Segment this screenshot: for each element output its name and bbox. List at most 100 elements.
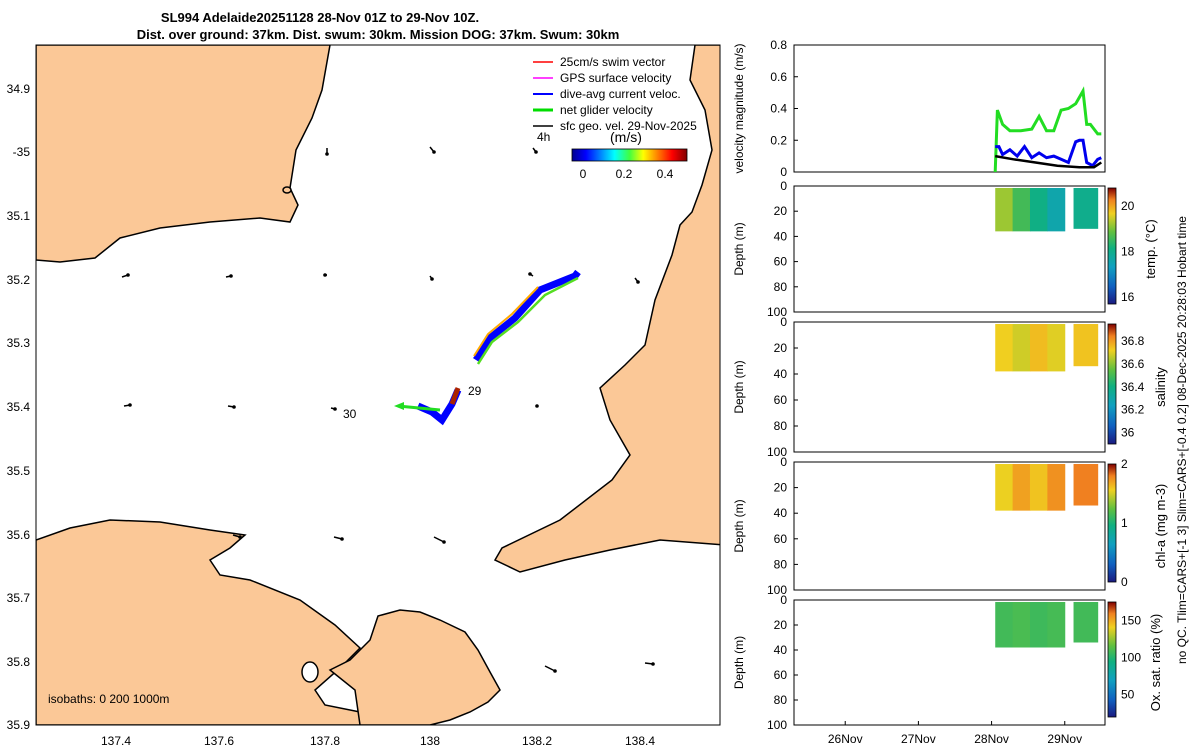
salinity-data-cell (1047, 324, 1066, 372)
salinity-y-tick: 40 (774, 367, 788, 381)
geo-velocity-arrowhead (325, 152, 329, 156)
figure-title-line1: SL994 Adelaide20251128 28-Nov 01Z to 29-… (161, 10, 479, 25)
map-y-tick: 35.5 (7, 464, 31, 478)
temperature-data-cell (1047, 188, 1066, 232)
geo-velocity-arrowhead (229, 274, 233, 278)
glider-track-day1-orange (473, 286, 539, 357)
chl-a-data-cell (995, 464, 1014, 511)
oxygen-y-tick: 100 (767, 718, 787, 732)
oxygen-y-tick: 0 (780, 593, 787, 607)
salinity-panel: 0 20 40 60 80 100 36 36.2 36.4 36.6 36.8 salinity De… (732, 315, 1168, 459)
salinity-cbar-tick: 36.6 (1121, 357, 1145, 371)
map-y-tick: 35.1 (7, 209, 31, 223)
speed-colorbar (571, 148, 688, 162)
side-note: no QC. Tlim=CARS+[-1 3] Slim=CARS+[-0.4 … (1175, 216, 1189, 664)
salinity-data-cell (995, 324, 1014, 372)
geostrophic-velocity-arrows (121, 146, 655, 673)
temperature-data-cell (1012, 188, 1031, 232)
salinity-y-tick: 60 (774, 393, 788, 407)
chl-a-data-cell (1012, 464, 1031, 511)
land-south (328, 609, 501, 725)
chl-a-colorbar (1107, 463, 1117, 583)
land-masses (36, 45, 720, 725)
chl-a-y-tick: 60 (774, 532, 788, 546)
geo-velocity-arrowhead (636, 280, 640, 284)
salinity-data-cell (1012, 324, 1031, 372)
map-x-tick: 138.4 (625, 734, 655, 748)
velocity-panel: 0 0.2 0.4 0.6 0.8 velocity magnitude (m/s) (732, 38, 1106, 179)
geo-velocity-arrowhead (340, 537, 344, 541)
island-south (301, 661, 319, 683)
oxygen-ylabel: Depth (m) (732, 636, 746, 689)
salinity-y-tick: 20 (774, 341, 788, 355)
map-y-tick: 35.9 (7, 718, 31, 732)
legend-swim-vector: 25cm/s swim vector (560, 55, 665, 69)
temperature-data-cell (995, 188, 1014, 232)
temperature-cbar-label: temp. (°C) (1143, 219, 1158, 278)
map-y-tick: 35.6 (7, 528, 31, 542)
geo-velocity-arrowhead (442, 540, 446, 544)
map-x-tick: 137.6 (204, 734, 234, 748)
temperature-y-tick: 0 (780, 179, 787, 193)
temperature-y-tick: 40 (774, 229, 788, 243)
velocity-ylabel: velocity magnitude (m/s) (732, 43, 746, 173)
land-north-west (36, 45, 331, 263)
chl-a-y-tick: 0 (780, 455, 787, 469)
map-x-tick: 138.2 (522, 734, 552, 748)
island-small (282, 186, 292, 194)
oxygen-cbar-tick: 50 (1121, 688, 1135, 702)
time-x-tick: 26Nov (828, 732, 863, 746)
oxygen-data-cell (995, 602, 1014, 648)
geo-velocity-arrow (433, 536, 445, 543)
salinity-y-tick: 0 (780, 315, 787, 329)
velocity-series-line-2 (994, 154, 1102, 169)
temperature-y-tick: 60 (774, 255, 788, 269)
temperature-data-cell (1029, 188, 1048, 232)
legend-gps-velocity: GPS surface velocity (560, 71, 671, 85)
chl-a-y-tick: 80 (774, 557, 788, 571)
glider-track (394, 269, 581, 426)
glider-track-day1 (473, 269, 581, 362)
legend-net-glider-velocity: net glider velocity (560, 103, 653, 117)
geo-velocity-arrowhead (333, 407, 337, 411)
velocity-y-tick: 0.6 (770, 70, 787, 84)
land-south-west (36, 519, 421, 725)
oxygen-colorbar (1107, 601, 1117, 718)
geo-velocity-arrowhead (528, 272, 532, 276)
temperature-colorbar (1107, 187, 1117, 305)
oxygen-y-tick: 60 (774, 668, 788, 682)
oxygen-y-tick: 40 (774, 643, 788, 657)
velocity-series-line-1 (995, 138, 1102, 168)
geo-velocity-arrowhead (651, 662, 655, 666)
salinity-y-tick: 100 (767, 445, 787, 459)
geo-velocity-arrow (544, 665, 556, 672)
temperature-panel: 0 20 40 60 80 100 16 18 20 temp. (°C) Depth (m) (732, 179, 1158, 319)
oxygen-panel: 0 20 40 60 80 100 50 100 150 Ox. sat. ratio (%) De… (732, 593, 1163, 732)
chl-a-data-cell (1029, 464, 1048, 511)
temperature-cbar-tick: 18 (1121, 245, 1135, 259)
colorbar-tick-2: 0.4 (657, 167, 674, 181)
temperature-y-tick: 20 (774, 204, 788, 218)
glider-track-day1-green (476, 276, 579, 365)
map-y-tick: 35.2 (7, 273, 31, 287)
geo-velocity-arrowhead (432, 150, 436, 154)
colorbar-tick-0: 0 (580, 167, 587, 181)
map-y-tick: 35.8 (7, 655, 31, 669)
colorbar-unit-label: (m/s) (610, 129, 642, 145)
map-y-tick: 35.4 (7, 400, 31, 414)
geo-velocity-arrowhead (238, 535, 242, 539)
day-label-29: 29 (468, 384, 482, 398)
temperature-ylabel: Depth (m) (732, 222, 746, 275)
map-y-tick: 34.9 (7, 82, 31, 96)
time-x-tick: 28Nov (974, 732, 1009, 746)
geo-velocity-arrowhead (534, 150, 538, 154)
geo-velocity-arrowhead (232, 405, 236, 409)
oxygen-data-cell (1012, 602, 1031, 648)
chl-a-y-tick: 40 (774, 506, 788, 520)
legend-dive-avg-current: dive-avg current veloc. (560, 87, 681, 101)
salinity-cbar-tick: 36 (1121, 426, 1135, 440)
chl-a-y-tick: 100 (767, 583, 787, 597)
map-x-tick: 138 (420, 734, 440, 748)
salinity-y-tick: 80 (774, 419, 788, 433)
map-legend: 25cm/s swim vector GPS surface velocity … (533, 55, 697, 181)
